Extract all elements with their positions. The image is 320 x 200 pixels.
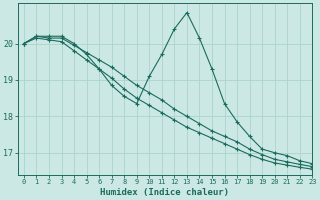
X-axis label: Humidex (Indice chaleur): Humidex (Indice chaleur) [100, 188, 229, 197]
